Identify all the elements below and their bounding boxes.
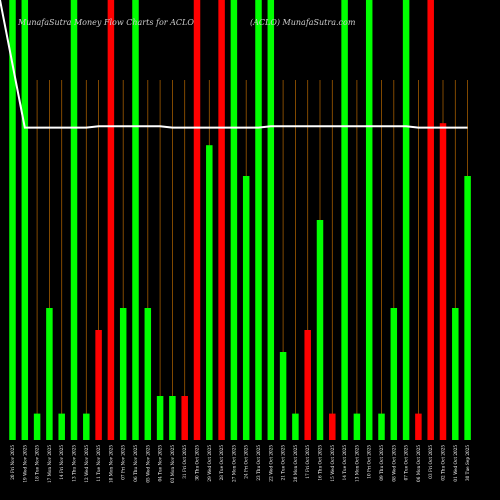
bar-down bbox=[193, 0, 201, 440]
bar-up bbox=[452, 308, 459, 440]
bars bbox=[9, 0, 471, 440]
x-tick-label: 28 Tue Oct 2025 bbox=[219, 445, 224, 481]
bar-up bbox=[390, 308, 398, 440]
bar-down bbox=[304, 330, 311, 440]
x-tick-label: 14 Fri Nov 2025 bbox=[59, 445, 64, 480]
bar-up bbox=[144, 308, 152, 440]
bar-down bbox=[107, 0, 115, 440]
bar-up bbox=[169, 396, 176, 440]
bar-up bbox=[119, 308, 127, 440]
bar-up bbox=[316, 220, 324, 440]
x-tick-label: 09 Thu Oct 2025 bbox=[379, 445, 384, 481]
x-tick-label: 30 Tue Sep 2025 bbox=[465, 445, 470, 481]
bar-up bbox=[464, 176, 471, 440]
bar-up bbox=[206, 145, 213, 440]
x-tick-label: 04 Tue Nov 2025 bbox=[158, 445, 163, 482]
x-tick-label: 27 Mon Oct 2025 bbox=[231, 445, 236, 482]
x-tick-label: 10 Fri Oct 2025 bbox=[367, 445, 372, 479]
chart-title: MunafaSutra Money Flow Charts for ACLO bbox=[17, 18, 194, 27]
bar-up bbox=[255, 0, 262, 440]
bar-down bbox=[329, 413, 336, 440]
x-tick-label: 15 Wed Oct 2025 bbox=[330, 445, 335, 482]
flow-line bbox=[0, 0, 468, 129]
bar-up bbox=[402, 0, 410, 440]
bar-up bbox=[33, 413, 41, 440]
x-tick-label: 20 Fri Nov 2025 bbox=[10, 445, 15, 480]
bar-down bbox=[218, 0, 225, 440]
bar-up bbox=[156, 396, 164, 440]
bar-up bbox=[292, 413, 299, 440]
x-tick-label: 23 Thu Oct 2025 bbox=[256, 445, 261, 481]
bar-up bbox=[279, 352, 287, 440]
x-tick-label: 06 Thu Nov 2025 bbox=[133, 445, 138, 482]
bar-up bbox=[83, 413, 90, 440]
bar-down bbox=[181, 396, 188, 440]
x-tick-label: 05 Wed Nov 2025 bbox=[145, 445, 150, 483]
x-tick-label: 12 Wed Nov 2025 bbox=[84, 445, 89, 483]
bar-up bbox=[267, 0, 275, 440]
bar-up bbox=[9, 0, 16, 440]
x-tick-label: 14 Tue Oct 2025 bbox=[342, 445, 347, 481]
x-tick-label: 21 Tue Oct 2025 bbox=[281, 445, 286, 481]
bar-up bbox=[365, 0, 373, 440]
bar-up bbox=[70, 0, 78, 440]
x-tick-label: 03 Fri Oct 2025 bbox=[428, 445, 433, 479]
x-tick-label: 13 Thu Nov 2025 bbox=[72, 445, 77, 482]
x-tick-label: 18 Tue Nov 2025 bbox=[35, 445, 40, 482]
bar-down bbox=[427, 0, 434, 440]
x-tick-label: 01 Wed Oct 2025 bbox=[453, 445, 458, 482]
flow-line-layer bbox=[0, 0, 468, 129]
bar-up bbox=[242, 176, 250, 440]
bar-up bbox=[353, 413, 361, 440]
x-tick-label: 31 Fri Oct 2025 bbox=[182, 445, 187, 479]
x-tick-label: 02 Thu Oct 2025 bbox=[441, 445, 446, 481]
x-tick-label: 17 Fri Oct 2025 bbox=[305, 445, 310, 479]
bar-down bbox=[95, 330, 102, 440]
x-tick-label: 17 Mon Nov 2025 bbox=[47, 445, 52, 483]
x-tick-label: 11 Tue Nov 2025 bbox=[96, 445, 101, 482]
x-tick-label: 29 Wed Oct 2025 bbox=[207, 445, 212, 482]
bar-up bbox=[58, 413, 65, 440]
bar-down bbox=[439, 123, 447, 440]
bar-up bbox=[132, 0, 139, 440]
x-tick-label: 07 Fri Nov 2025 bbox=[121, 445, 126, 480]
x-tick-label: 13 Mon Oct 2025 bbox=[354, 445, 359, 482]
x-tick-label: 08 Wed Oct 2025 bbox=[391, 445, 396, 482]
x-tick-label: 24 Fri Oct 2025 bbox=[244, 445, 249, 479]
chart-watermark: (ACLO) MunafaSutra.com bbox=[250, 18, 356, 27]
bar-up bbox=[378, 413, 385, 440]
x-tick-label: 20 Mon Oct 2025 bbox=[293, 445, 298, 482]
bar-up bbox=[341, 0, 348, 440]
x-tick-label: 16 Thu Oct 2025 bbox=[318, 445, 323, 481]
bar-up bbox=[46, 308, 53, 440]
bar-down bbox=[415, 413, 422, 440]
x-tick-label: 03 Mon Nov 2025 bbox=[170, 445, 175, 483]
x-tick-label: 19 Wed Nov 2025 bbox=[22, 445, 27, 483]
x-tick-label: 30 Thu Oct 2025 bbox=[195, 445, 200, 481]
x-axis-labels: 20 Fri Nov 2025 19 Wed Nov 2025 18 Tue Nov… bbox=[10, 445, 470, 483]
x-tick-label: 07 Tue Oct 2025 bbox=[404, 445, 409, 481]
x-tick-label: 06 Mon Oct 2025 bbox=[416, 445, 421, 482]
x-tick-label: 10 Mon Nov 2025 bbox=[108, 445, 113, 483]
bar-up bbox=[230, 0, 238, 440]
bar-up bbox=[21, 0, 29, 440]
x-tick-label: 22 Wed Oct 2025 bbox=[268, 445, 273, 482]
